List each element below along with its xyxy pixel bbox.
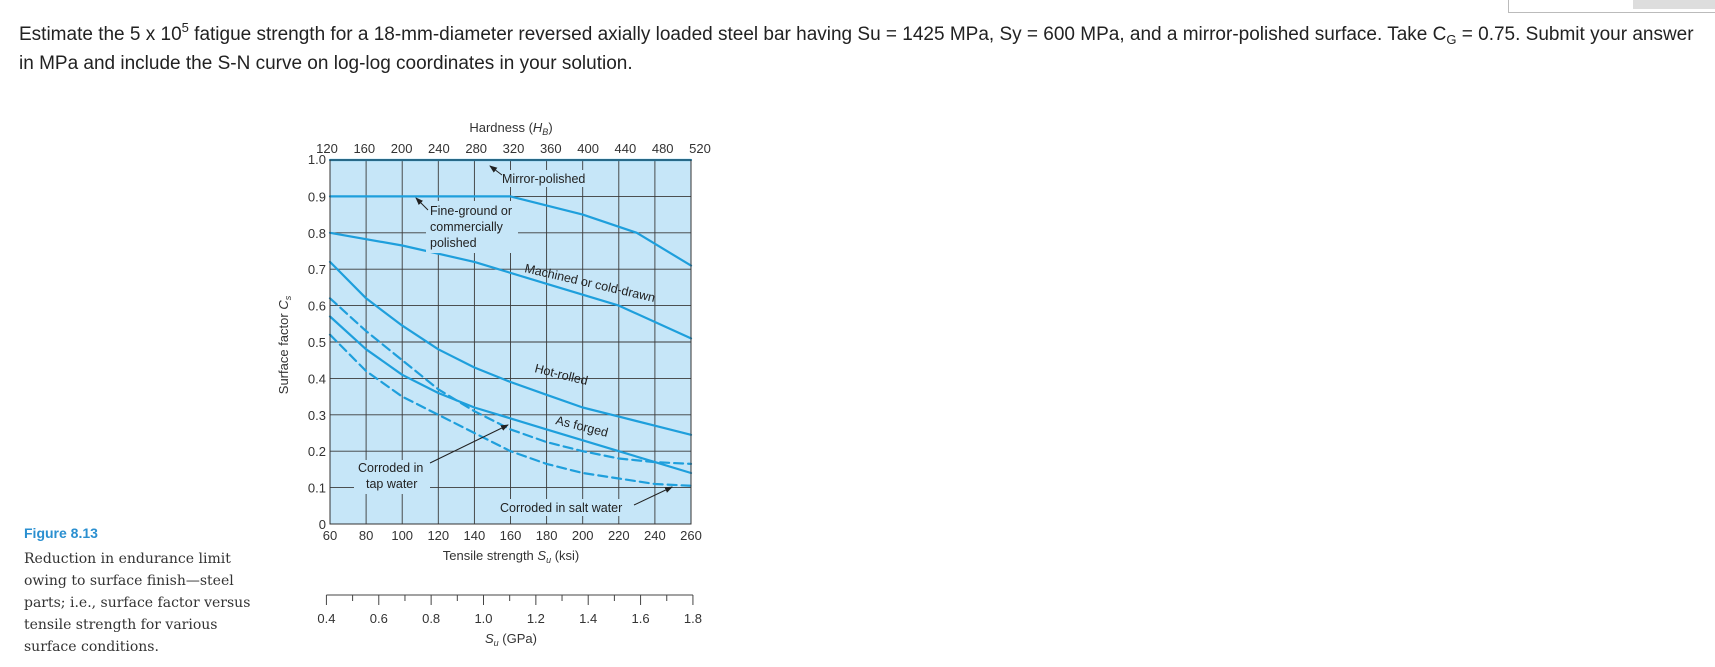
label-tap-water-1: Corroded in [358,461,423,475]
y-axis-title: Surface factor Cs [276,295,293,394]
y-tick-label: 0.7 [308,262,326,277]
mirror-label-bg [498,170,598,187]
top-tick-label: 200 [391,141,413,156]
y-tick-label: 0.9 [308,189,326,204]
x-tick-label: 80 [359,528,373,543]
series-line-corroded-in-salt-water [328,333,693,487]
question-subscript: G [1446,32,1457,47]
series-line-as-forged [328,315,693,475]
question-part-3: = 0.75. Submit your answer in MPa and in… [19,24,1694,74]
secondary-tick-label: 1.6 [632,611,650,626]
secondary-axis: 0.4 0.6 0.8 1.0 1.2 1.4 1.6 1.8 [317,594,702,626]
top-tick-label: 400 [577,141,599,156]
secondary-tick-label: 0.4 [317,611,335,626]
series-line-hot-rolled [328,260,693,436]
y-tick-label: 0.4 [308,371,326,386]
salt-water-arrow [633,486,673,506]
y-tick-label: 0 [319,517,326,532]
fine-label-bg [426,201,518,253]
series-line-fine-ground-or-commercially-polished [328,195,693,267]
question-text: Estimate the 5 x 105 fatigue strength fo… [19,20,1699,78]
top-tick-label: 240 [428,141,450,156]
label-tap-water-2: tap water [366,477,417,491]
secondary-tick-label: 1.8 [684,611,702,626]
y-tick-label: 0.1 [308,481,326,496]
figure-caption: Reduction in endurance limit owing to su… [24,551,251,655]
series-line-machined-or-cold-drawn [328,231,693,340]
secondary-axis-title: Su (GPa) [485,631,537,648]
tap-water-arrow [429,424,509,464]
top-tick-label: 520 [689,141,711,156]
top-tick-label: 160 [353,141,375,156]
y-tick-label: 0.8 [308,226,326,241]
y-tick-label: 0.5 [308,335,326,350]
question-part-1: Estimate the 5 x 10 [19,24,182,45]
top-tick-label: 480 [652,141,674,156]
tap-label-bg [354,460,430,494]
top-tick-label: 320 [503,141,525,156]
label-mirror-polished: Mirror-polished [502,172,585,186]
label-fine-ground-3: polished [430,236,477,250]
label-fine-ground-1: Fine-ground or [430,204,512,218]
plot-frame [329,159,692,525]
top-tick-label: 440 [615,141,637,156]
fine-ground-arrow [415,197,429,211]
secondary-tick-label: 1.2 [527,611,545,626]
x-tick-label: 60 [323,528,337,543]
series-line-corroded-in-tap-water [328,297,693,465]
top-tick-label: 360 [540,141,562,156]
secondary-tick-label: 1.4 [579,611,597,626]
label-salt-water: Corroded in salt water [500,501,622,515]
y-tick-label: 0.2 [308,444,326,459]
salt-label-bg [496,499,634,516]
x-tick-label: 160 [500,528,522,543]
x-tick-label: 120 [427,528,449,543]
x-tick-label: 140 [464,528,486,543]
x-tick-label: 180 [536,528,558,543]
x-tick-label: 200 [572,528,594,543]
secondary-tick-label: 1.0 [474,611,492,626]
secondary-tick-label: 0.6 [370,611,388,626]
x-tick-label: 220 [608,528,630,543]
y-tick-label: 0.6 [308,299,326,314]
corner-tab [1633,0,1715,9]
figure-label: Figure 8.13 [24,525,98,541]
mirror-arrow [489,165,503,176]
x-axis-title: Tensile strength Su (ksi) [443,548,580,565]
x-tick-label: 100 [391,528,413,543]
top-tick-label: 120 [316,141,338,156]
label-fine-ground-2: commercially [430,220,504,234]
x-tick-label: 240 [644,528,666,543]
y-tick-label: 1.0 [308,152,326,167]
question-part-2: fatigue strength for a 18-mm-diameter re… [188,24,1447,45]
tick-labels: 60 80 100 120 140 160 180 200 220 240 260 120 160 200… [308,141,711,543]
y-tick-label: 0.3 [308,408,326,423]
secondary-tick-label: 0.8 [422,611,440,626]
top-axis-title: Hardness (HB) [469,120,552,137]
question-exponent: 5 [181,20,189,35]
top-tick-label: 280 [465,141,487,156]
x-tick-label: 260 [680,528,702,543]
